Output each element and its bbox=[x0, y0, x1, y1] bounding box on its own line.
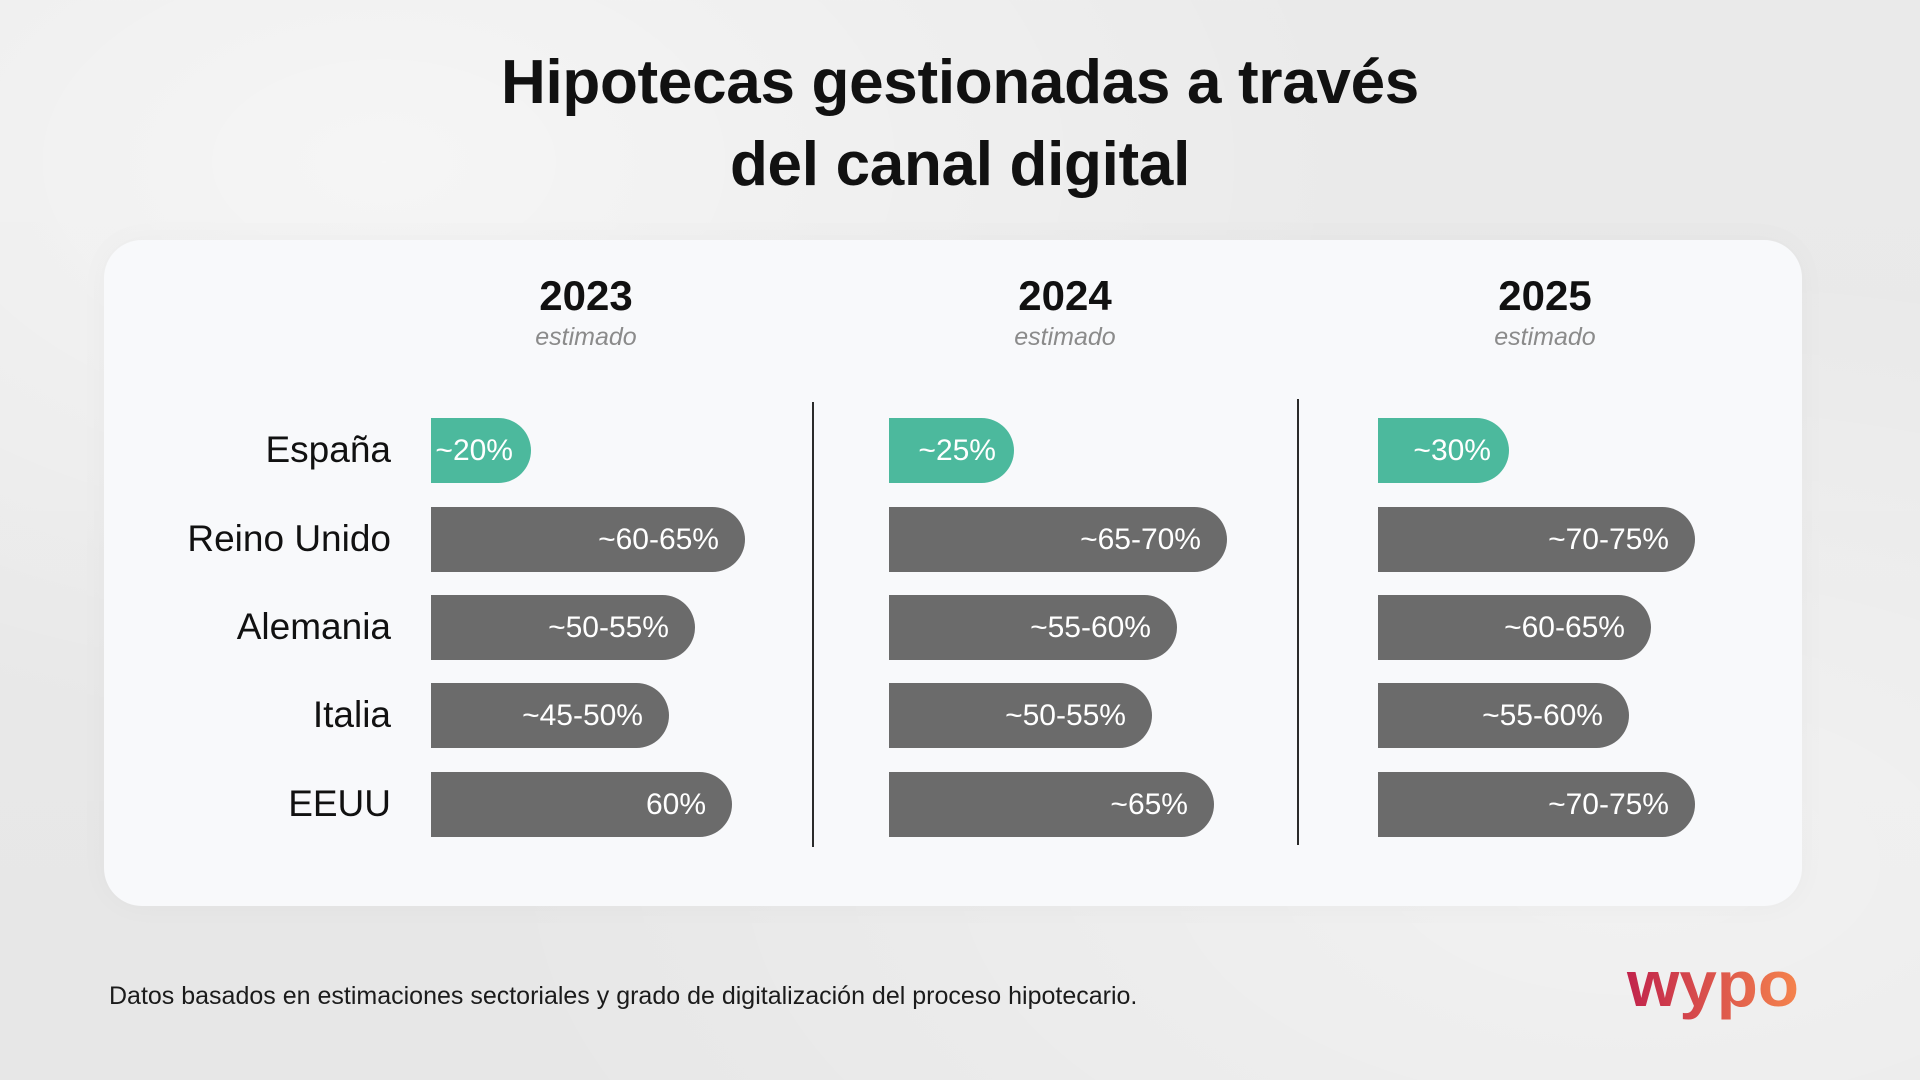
chart-title-line-2: del canal digital bbox=[729, 130, 1191, 199]
bar-value-label: ~60-65% bbox=[598, 522, 719, 556]
bar-value-label: ~55-60% bbox=[1482, 698, 1603, 732]
bar-2024-eeuu: ~65% bbox=[889, 771, 1214, 837]
chart-title: Hipotecas gestionadas a través del canal… bbox=[0, 42, 1920, 206]
bar-value-label: ~30% bbox=[1413, 433, 1491, 467]
category-label-italia: Italia bbox=[312, 694, 391, 735]
wypo-logo: wypo bbox=[1626, 960, 1799, 1020]
panel-year-2024: 2024 bbox=[1018, 272, 1112, 319]
category-label-eeuu: EEUU bbox=[288, 783, 391, 824]
category-label-alemania: Alemania bbox=[236, 606, 391, 647]
bar-2023-alemania: ~50-55% bbox=[431, 594, 695, 660]
bar-2024-alemania: ~55-60% bbox=[889, 594, 1177, 660]
bar-2025-espana: ~30% bbox=[1378, 417, 1509, 483]
bar-value-label: ~65% bbox=[1110, 787, 1188, 821]
bar-2025-alemania: ~60-65% bbox=[1378, 594, 1651, 660]
bar-value-label: ~55-60% bbox=[1030, 610, 1151, 644]
bar-2025-reino-unido: ~70-75% bbox=[1378, 506, 1695, 572]
category-label-reino-unido: Reino Unido bbox=[187, 518, 391, 559]
bar-2024-espana: ~25% bbox=[889, 417, 1014, 483]
bar-2024-italia: ~50-55% bbox=[889, 682, 1152, 748]
bar-2025-italia: ~55-60% bbox=[1378, 682, 1629, 748]
panel-subtitle-2023: estimado bbox=[535, 323, 637, 351]
bar-2023-espana: ~20% bbox=[431, 417, 531, 483]
panel-year-2023: 2023 bbox=[539, 272, 633, 319]
panel-divider bbox=[812, 402, 814, 847]
bar-2023-italia: ~45-50% bbox=[431, 682, 669, 748]
logo-wordmark: wypo bbox=[1626, 960, 1799, 1020]
bar-value-label: 60% bbox=[645, 787, 706, 821]
bar-value-label: ~50-55% bbox=[548, 610, 669, 644]
bar-value-label: ~60-65% bbox=[1504, 610, 1625, 644]
bar-value-label: ~50-55% bbox=[1005, 698, 1126, 732]
category-label-espana: España bbox=[265, 429, 392, 470]
footnote: Datos basados en estimaciones sectoriale… bbox=[109, 982, 1138, 1010]
panel-subtitle-2024: estimado bbox=[1014, 323, 1116, 351]
bar-value-label: ~65-70% bbox=[1080, 522, 1201, 556]
chart-title-line-1: Hipotecas gestionadas a través bbox=[501, 48, 1419, 117]
bar-2023-eeuu: 60% bbox=[431, 771, 732, 837]
bar-2025-eeuu: ~70-75% bbox=[1378, 771, 1695, 837]
panel-subtitle-2025: estimado bbox=[1494, 323, 1596, 351]
bar-value-label: ~70-75% bbox=[1548, 522, 1669, 556]
panel-divider bbox=[1297, 399, 1299, 845]
bar-value-label: ~70-75% bbox=[1548, 787, 1669, 821]
bar-value-label: ~45-50% bbox=[522, 698, 643, 732]
bar-value-label: ~20% bbox=[435, 433, 513, 467]
bar-2023-reino-unido: ~60-65% bbox=[431, 506, 745, 572]
bar-value-label: ~25% bbox=[918, 433, 996, 467]
bar-2024-reino-unido: ~65-70% bbox=[889, 506, 1227, 572]
panel-year-2025: 2025 bbox=[1498, 272, 1592, 319]
